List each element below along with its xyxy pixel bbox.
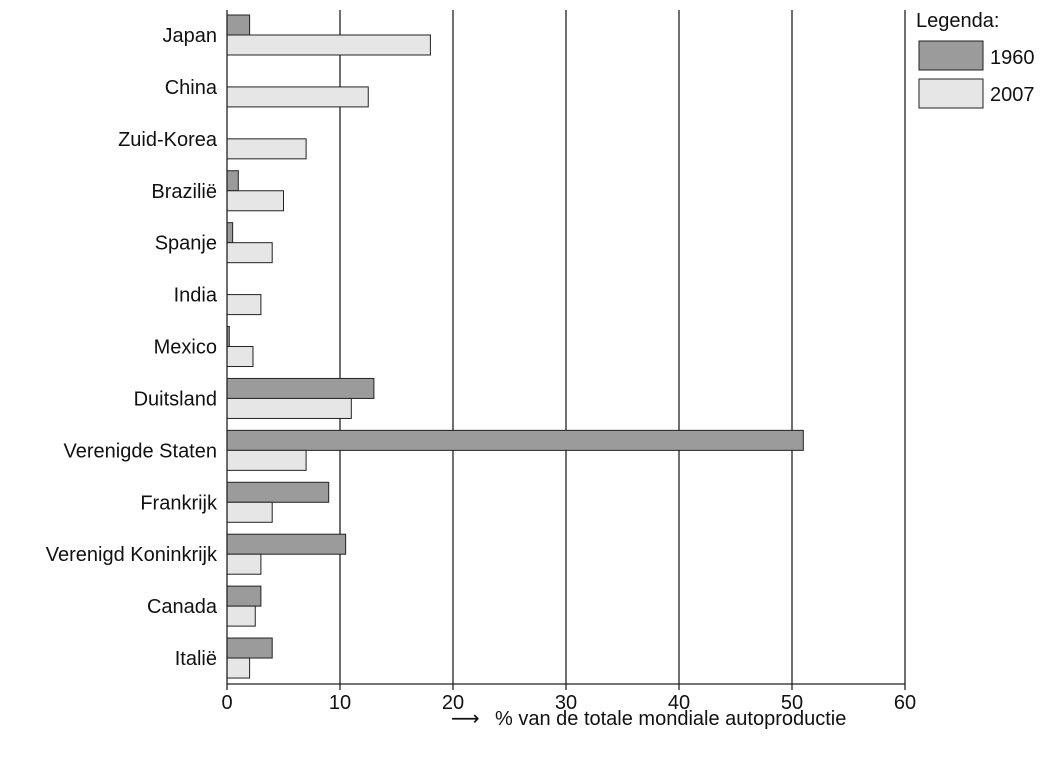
legend-swatch-2007 (918, 78, 984, 109)
x-tick-label-20: 20 (442, 692, 464, 714)
legend: Legenda: 1960 2007 (916, 10, 1035, 109)
bar-2007-canada (226, 605, 256, 627)
x-tick-label-50: 50 (781, 692, 803, 714)
x-axis-arrow: ⟶ (451, 708, 480, 730)
category-label-india: India (174, 285, 218, 307)
x-tick-label-0: 0 (221, 692, 232, 714)
x-tick-label-30: 30 (555, 692, 577, 714)
bar-2007-china (226, 86, 369, 108)
bar-2007-verenigd-koninkrijk (226, 553, 262, 575)
bar-1960-duitsland (226, 377, 375, 399)
bar-2007-italie (226, 657, 251, 679)
category-label-zuid-korea: Zuid-Korea (118, 129, 218, 151)
category-label-duitsland: Duitsland (134, 388, 217, 410)
category-label-mexico: Mexico (154, 337, 217, 359)
bar-2007-india (226, 294, 262, 316)
legend-label-1960: 1960 (990, 47, 1035, 69)
category-label-verenigde-staten: Verenigde Staten (64, 440, 217, 462)
legend-label-2007: 2007 (990, 84, 1035, 106)
x-axis-title: % van de totale mondiale autoproductie (495, 708, 846, 730)
category-label-japan: Japan (163, 25, 218, 47)
bar-2007-zuid-korea (226, 138, 307, 160)
bar-2007-brazilie (226, 190, 284, 212)
bar-2007-spanje (226, 242, 273, 264)
category-label-brazilie: Brazilië (151, 181, 217, 203)
bar-2007-duitsland (226, 397, 352, 419)
bar-2007-verenigde-staten (226, 449, 307, 471)
x-tick-label-10: 10 (329, 692, 351, 714)
bar-1960-japan (226, 14, 251, 36)
bar-1960-verenigd-koninkrijk (226, 533, 347, 555)
legend-swatch-1960 (918, 40, 984, 71)
category-label-china: China (165, 77, 218, 99)
bar-1960-italie (226, 637, 273, 659)
category-labels: Japan China Zuid-Korea Brazilië Spanje India M… (46, 25, 218, 670)
category-label-frankrijk: Frankrijk (140, 492, 218, 514)
category-label-italie: Italië (175, 648, 217, 670)
gridlines (226, 10, 906, 690)
bar-1960-frankrijk (226, 481, 330, 503)
category-label-verenigd-koninkrijk: Verenigd Koninkrijk (46, 544, 218, 566)
bar-1960-brazilie (226, 170, 239, 192)
bar-2007-japan (226, 34, 431, 56)
category-label-canada: Canada (147, 596, 218, 618)
bar-2007-frankrijk (226, 501, 273, 523)
x-tick-label-60: 60 (894, 692, 916, 714)
bar-2007-mexico (226, 346, 254, 368)
legend-title: Legenda: (916, 10, 999, 32)
category-label-spanje: Spanje (155, 233, 217, 255)
x-tick-labels: 0 10 20 30 40 50 60 (221, 692, 916, 714)
axes (226, 10, 905, 685)
x-tick-label-40: 40 (668, 692, 690, 714)
bar-1960-verenigde-staten (226, 429, 804, 451)
bar-1960-spanje (226, 222, 234, 244)
bar-1960-canada (226, 585, 262, 607)
bars (226, 14, 804, 679)
